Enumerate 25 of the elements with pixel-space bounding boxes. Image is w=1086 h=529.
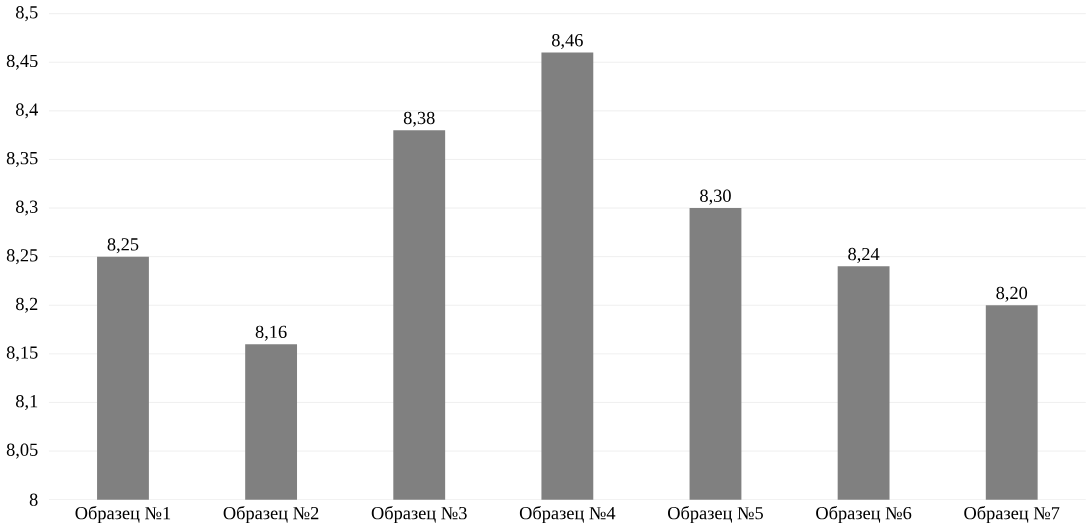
data-label: 8,20 (996, 286, 1028, 302)
y-tick-label: 8,2 (16, 297, 38, 313)
data-label: 8,24 (848, 247, 880, 263)
x-tick-label: Образец №3 (371, 505, 467, 523)
y-tick-label: 8,15 (6, 346, 38, 362)
x-tick-label: Образец №5 (668, 505, 763, 523)
data-label: 8,46 (551, 33, 583, 49)
y-tick-label: 8 (29, 493, 38, 506)
y-tick-label: 8,05 (6, 443, 38, 459)
y-tick-label: 8,25 (6, 249, 38, 265)
data-label: 8,16 (255, 325, 287, 341)
x-tick-label: Образец №7 (964, 505, 1060, 523)
x-tick-label: Образец №6 (816, 505, 912, 523)
y-tick-label: 8,1 (16, 394, 38, 410)
y-tick-label: 8,45 (6, 54, 38, 70)
data-label: 8,30 (700, 189, 731, 205)
y-tick-label: 8,35 (6, 151, 38, 167)
data-label: 8,25 (107, 238, 139, 254)
y-tick-label: 8,4 (16, 103, 38, 119)
y-tick-label: 8,3 (16, 200, 38, 216)
x-tick-label: Образец №4 (519, 505, 616, 523)
x-tick-label: Образец №1 (75, 505, 171, 523)
y-tick-label: 8,5 (16, 6, 38, 22)
x-tick-label: Образец №2 (223, 505, 319, 523)
data-label: 8,38 (403, 111, 435, 127)
